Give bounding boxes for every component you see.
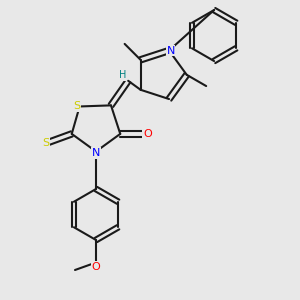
- Text: S: S: [42, 138, 49, 148]
- Text: N: N: [92, 148, 100, 158]
- Text: H: H: [119, 70, 127, 80]
- Text: O: O: [143, 129, 152, 139]
- Text: S: S: [73, 101, 80, 112]
- Text: O: O: [92, 262, 100, 272]
- Text: N: N: [167, 46, 175, 56]
